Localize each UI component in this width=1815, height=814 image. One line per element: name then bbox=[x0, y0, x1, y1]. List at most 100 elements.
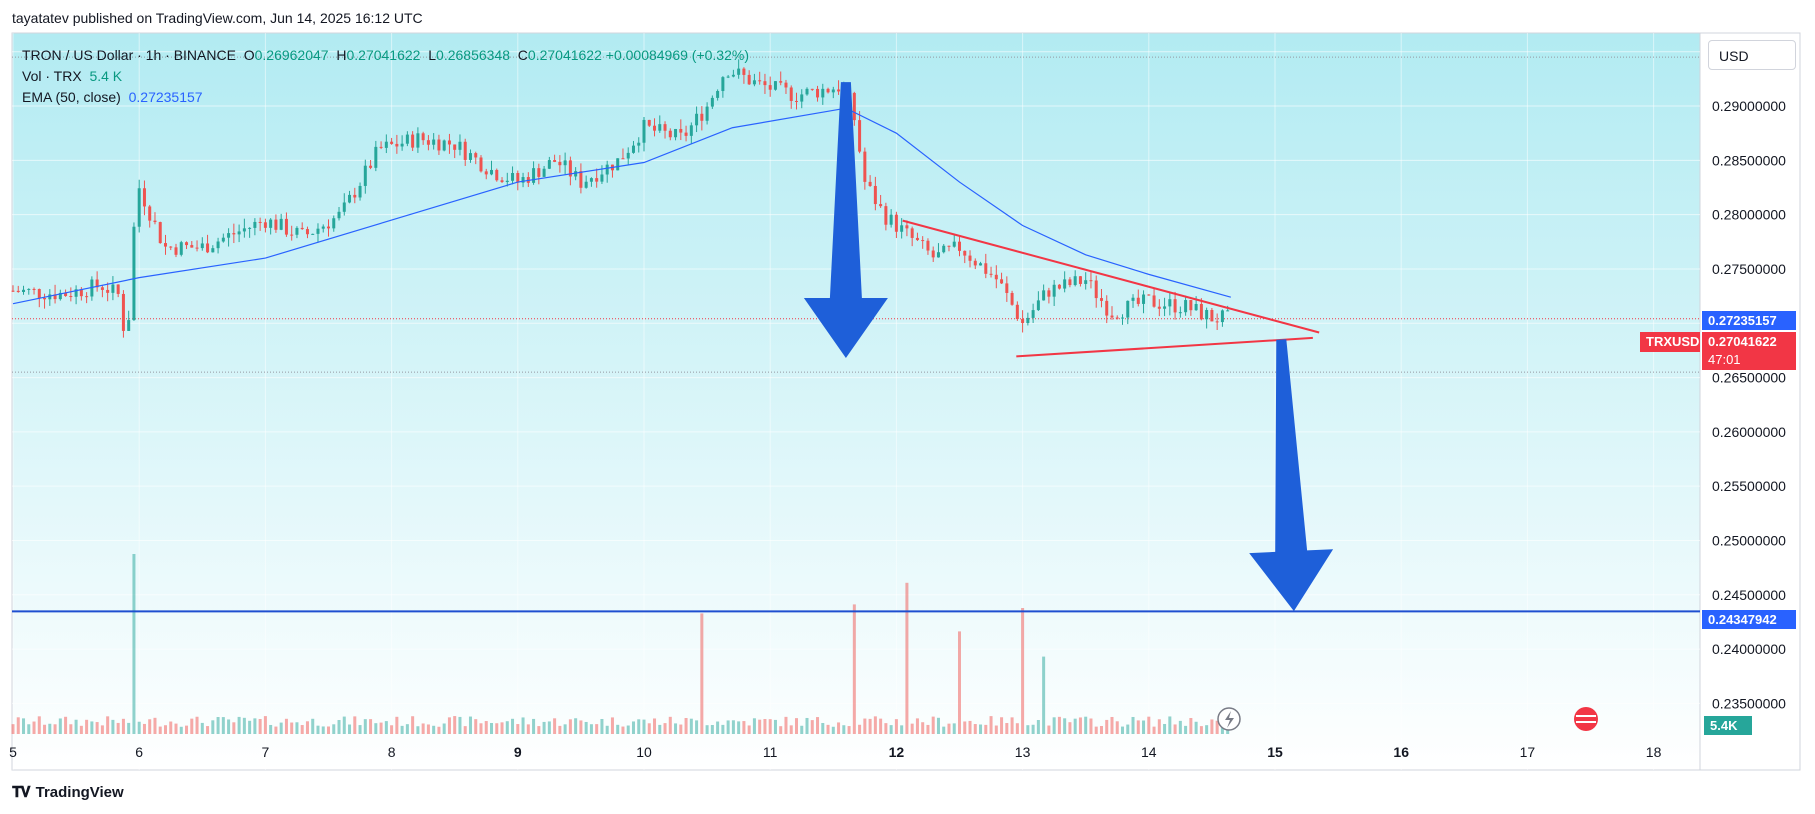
candle-body bbox=[952, 241, 956, 247]
candle-body bbox=[963, 250, 967, 256]
candle-body bbox=[936, 252, 940, 258]
candle-body bbox=[1194, 303, 1198, 311]
candle-body bbox=[11, 290, 15, 292]
candle-body bbox=[253, 221, 257, 228]
candle-body bbox=[426, 140, 430, 145]
volume-bar bbox=[952, 723, 956, 734]
candle-body bbox=[353, 194, 357, 198]
volume-label[interactable]: Vol · TRX bbox=[22, 68, 82, 84]
volume-bar bbox=[789, 725, 793, 734]
candle-body bbox=[1184, 300, 1188, 313]
candle-body bbox=[831, 89, 835, 93]
open-label: O bbox=[243, 47, 255, 63]
candle-body bbox=[337, 211, 341, 219]
volume-bar bbox=[348, 724, 352, 734]
volume-bar bbox=[831, 726, 835, 734]
volume-bar bbox=[195, 716, 199, 734]
volume-bar bbox=[137, 721, 141, 734]
volume-bar bbox=[242, 717, 246, 734]
volume-bar bbox=[858, 724, 862, 734]
candle-body bbox=[95, 279, 99, 288]
candle-body bbox=[647, 119, 651, 126]
volume-bar bbox=[1131, 716, 1135, 734]
tradingview-logo-icon: 𝐓𝐕 bbox=[12, 784, 31, 801]
volume-bar bbox=[668, 716, 672, 734]
x-tick-label: 11 bbox=[763, 744, 778, 760]
volume-bar bbox=[516, 724, 520, 734]
candle-body bbox=[64, 292, 68, 297]
candle-body bbox=[574, 171, 578, 177]
ema-label[interactable]: EMA (50, close) bbox=[22, 89, 121, 105]
symbol-label[interactable]: TRON / US Dollar · 1h · BINANCE bbox=[22, 47, 236, 63]
candle-body bbox=[889, 214, 893, 225]
high-label: H bbox=[336, 47, 347, 63]
candle-body bbox=[1099, 298, 1103, 301]
volume-bar bbox=[237, 716, 241, 734]
candle-countdown: 47:01 bbox=[1708, 352, 1741, 367]
lightning-bolt-icon bbox=[1225, 711, 1234, 728]
candle-body bbox=[1199, 303, 1203, 320]
volume-bar bbox=[794, 718, 798, 734]
candle-body bbox=[1163, 306, 1167, 309]
volume-bar bbox=[174, 723, 178, 734]
candle-body bbox=[958, 241, 961, 251]
x-tick-label: 7 bbox=[262, 744, 270, 760]
tradingview-brand[interactable]: 𝐓𝐕 TradingView bbox=[12, 784, 124, 801]
y-tick-label: 0.26000000 bbox=[1712, 424, 1786, 440]
candle-body bbox=[521, 177, 525, 183]
candle-body bbox=[85, 296, 89, 298]
volume-bar bbox=[458, 716, 462, 734]
candle-body bbox=[637, 142, 641, 146]
volume-bar bbox=[327, 726, 330, 734]
volume-bar bbox=[484, 721, 488, 734]
volume-bar bbox=[721, 724, 725, 734]
candle-body bbox=[1142, 294, 1146, 304]
volume-bar bbox=[547, 721, 551, 734]
candle-body bbox=[568, 160, 572, 177]
change-value: +0.00084969 (+0.32%) bbox=[605, 47, 749, 63]
volume-bar bbox=[921, 722, 925, 734]
candle-body bbox=[816, 88, 820, 98]
candle-body bbox=[311, 233, 315, 235]
candle-body bbox=[32, 288, 36, 290]
volume-bar bbox=[300, 725, 304, 734]
candle-body bbox=[679, 128, 683, 133]
candle-body bbox=[505, 180, 509, 183]
volume-bar bbox=[358, 725, 362, 734]
candle-body bbox=[626, 152, 630, 159]
candle-body bbox=[142, 188, 146, 207]
candle-body bbox=[1057, 284, 1061, 289]
volume-bar bbox=[973, 724, 977, 734]
candle-body bbox=[1131, 297, 1135, 301]
candle-body bbox=[1015, 304, 1019, 320]
candle-body bbox=[947, 245, 951, 247]
candle-body bbox=[106, 289, 110, 293]
volume-bar bbox=[989, 716, 993, 734]
candle-body bbox=[821, 88, 825, 98]
volume-bar bbox=[1031, 724, 1035, 734]
currency-button[interactable]: USD bbox=[1708, 40, 1796, 70]
x-tick-label: 9 bbox=[514, 744, 522, 760]
candle-body bbox=[700, 113, 704, 121]
volume-bar bbox=[663, 723, 667, 734]
candle-body bbox=[542, 168, 546, 177]
price-chart[interactable]: 0.295000000.290000000.285000000.28000000… bbox=[0, 0, 1815, 780]
ema-line bbox=[12, 107, 1231, 305]
volume-bar bbox=[37, 716, 41, 734]
volume-bar bbox=[53, 724, 57, 734]
candle-body bbox=[852, 92, 856, 121]
candle-body bbox=[16, 290, 20, 293]
volume-bar bbox=[400, 725, 404, 734]
volume-bar bbox=[868, 718, 872, 734]
volume-bar bbox=[1073, 718, 1077, 734]
candle-body bbox=[752, 80, 756, 85]
volume-bar bbox=[842, 725, 846, 734]
volume-bar bbox=[747, 725, 751, 734]
volume-bar bbox=[800, 725, 804, 734]
volume-bar bbox=[894, 719, 898, 734]
triangle-lower-trendline bbox=[1016, 336, 1313, 358]
candle-body bbox=[190, 245, 194, 248]
volume-legend-value: 5.4 K bbox=[89, 68, 123, 84]
volume-bar bbox=[64, 716, 68, 734]
volume-bar bbox=[379, 722, 383, 734]
